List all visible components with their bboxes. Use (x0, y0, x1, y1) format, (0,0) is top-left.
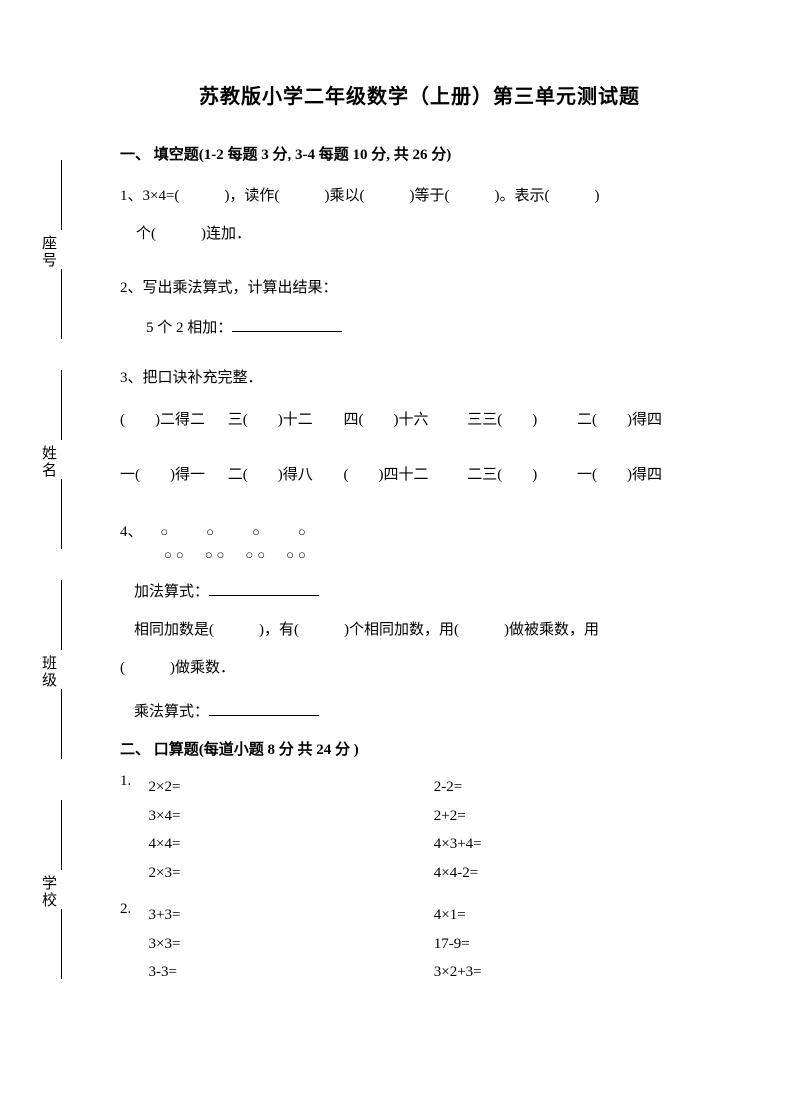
g2-right: 4×1= 17-9= 3×2+3= (434, 901, 719, 987)
q3r1c: 四( )十六 (344, 404, 464, 437)
g2r2: 3×2+3= (434, 958, 719, 987)
q4-same-line2: ( )做乘数． (120, 650, 719, 686)
q1-e: )。表示( (494, 188, 549, 204)
q3-row1: ( )二得二 三( )十二 四( )十六 三三( ) 二( )得四 (120, 404, 719, 437)
q4sc: )个相同加数，用( (344, 622, 459, 638)
g1l3: 2×3= (149, 859, 434, 888)
g1-right: 2-2= 2+2= 4×3+4= 4×4-2= (434, 773, 719, 887)
q2-line2: 5 个 2 相加： (146, 310, 719, 346)
g2-num: 2. (120, 901, 149, 987)
q3r2b: 二( )得八 (228, 459, 340, 492)
g1r1: 2+2= (434, 802, 719, 831)
q1-f: ) (595, 188, 600, 204)
q4sf: )做乘数． (170, 660, 235, 676)
q3r1b: 三( )十二 (228, 404, 340, 437)
q3r2d: 二三( ) (467, 459, 573, 492)
q4-head: 4、 ○ ○ ○ ○ (120, 514, 719, 550)
g2-left: 3+3= 3×3= 3-3= (149, 901, 434, 987)
g1r2: 4×3+4= (434, 830, 719, 859)
g1l1: 3×4= (149, 802, 434, 831)
section1-heading: 一、 填空题(1-2 每题 3 分, 3-4 每题 10 分, 共 26 分) (120, 143, 719, 164)
q3r1a: ( )二得二 (120, 404, 224, 437)
q3-row2: 一( )得一 二( )得八 ( )四十二 二三( ) 一( )得四 (120, 459, 719, 492)
q1-b: )，读作( (224, 188, 279, 204)
q4-add-label: 加法算式： (134, 584, 209, 600)
q2-b: 5 个 2 相加： (146, 320, 232, 336)
g1l0: 2×2= (149, 773, 434, 802)
q1-line1: 1、3×4=( )，读作( )乘以( )等于( )。表示( ) (120, 178, 719, 214)
q3-head: 3、把口诀补充完整． (120, 360, 719, 396)
section2-heading: 二、 口算题(每道小题 8 分 共 24 分 ) (120, 738, 719, 759)
g2l0: 3+3= (149, 901, 434, 930)
q4-same-line1: 相同加数是( )，有( )个相同加数，用( )做被乘数，用 (134, 612, 719, 648)
q1-d: )等于( (409, 188, 449, 204)
q4-mul: 乘法算式： (134, 694, 719, 730)
g1r0: 2-2= (434, 773, 719, 802)
g2l1: 3×3= (149, 930, 434, 959)
q4sb: )，有( (259, 622, 299, 638)
q3r2c: ( )四十二 (344, 459, 464, 492)
q4-add: 加法算式： (134, 574, 719, 610)
page-title: 苏教版小学二年级数学（上册）第三单元测试题 (120, 80, 719, 109)
g1r3: 4×4-2= (434, 859, 719, 888)
q2-line1: 2、写出乘法算式，计算出结果： (120, 270, 719, 306)
g1-num: 1. (120, 773, 149, 887)
page-content: 苏教版小学二年级数学（上册）第三单元测试题 一、 填空题(1-2 每题 3 分,… (0, 0, 789, 1027)
g2r0: 4×1= (434, 901, 719, 930)
g1-left: 2×2= 3×4= 4×4= 2×3= (149, 773, 434, 887)
q4sd: )做被乘数，用 (504, 622, 599, 638)
q4-a: 4、 (120, 524, 143, 540)
q4-circles-1: ○ ○ ○ ○ (160, 524, 309, 539)
q4-mul-label: 乘法算式： (134, 704, 209, 720)
q3r2a: 一( )得一 (120, 459, 224, 492)
g2r1: 17-9= (434, 930, 719, 959)
q3r1d: 三三( ) (467, 404, 573, 437)
g1l2: 4×4= (149, 830, 434, 859)
q3r1e: 二( )得四 (577, 404, 687, 437)
q1-h: )连加． (201, 226, 251, 242)
q1-text: 1、3×4=( (120, 188, 179, 204)
q4sa: 相同加数是( (134, 622, 214, 638)
calc-group-1: 1. 2×2= 3×4= 4×4= 2×3= 2-2= 2+2= 4×3+4= … (120, 773, 719, 887)
q3r2e: 一( )得四 (577, 459, 687, 492)
g2l2: 3-3= (149, 958, 434, 987)
q1-line2: 个( )连加． (136, 216, 719, 252)
calc-group-2: 2. 3+3= 3×3= 3-3= 4×1= 17-9= 3×2+3= (120, 901, 719, 987)
q4-circles-2: ○○ ○○ ○○ ○○ (164, 546, 719, 564)
q1-g: 个( (136, 226, 156, 242)
q1-c: )乘以( (324, 188, 364, 204)
